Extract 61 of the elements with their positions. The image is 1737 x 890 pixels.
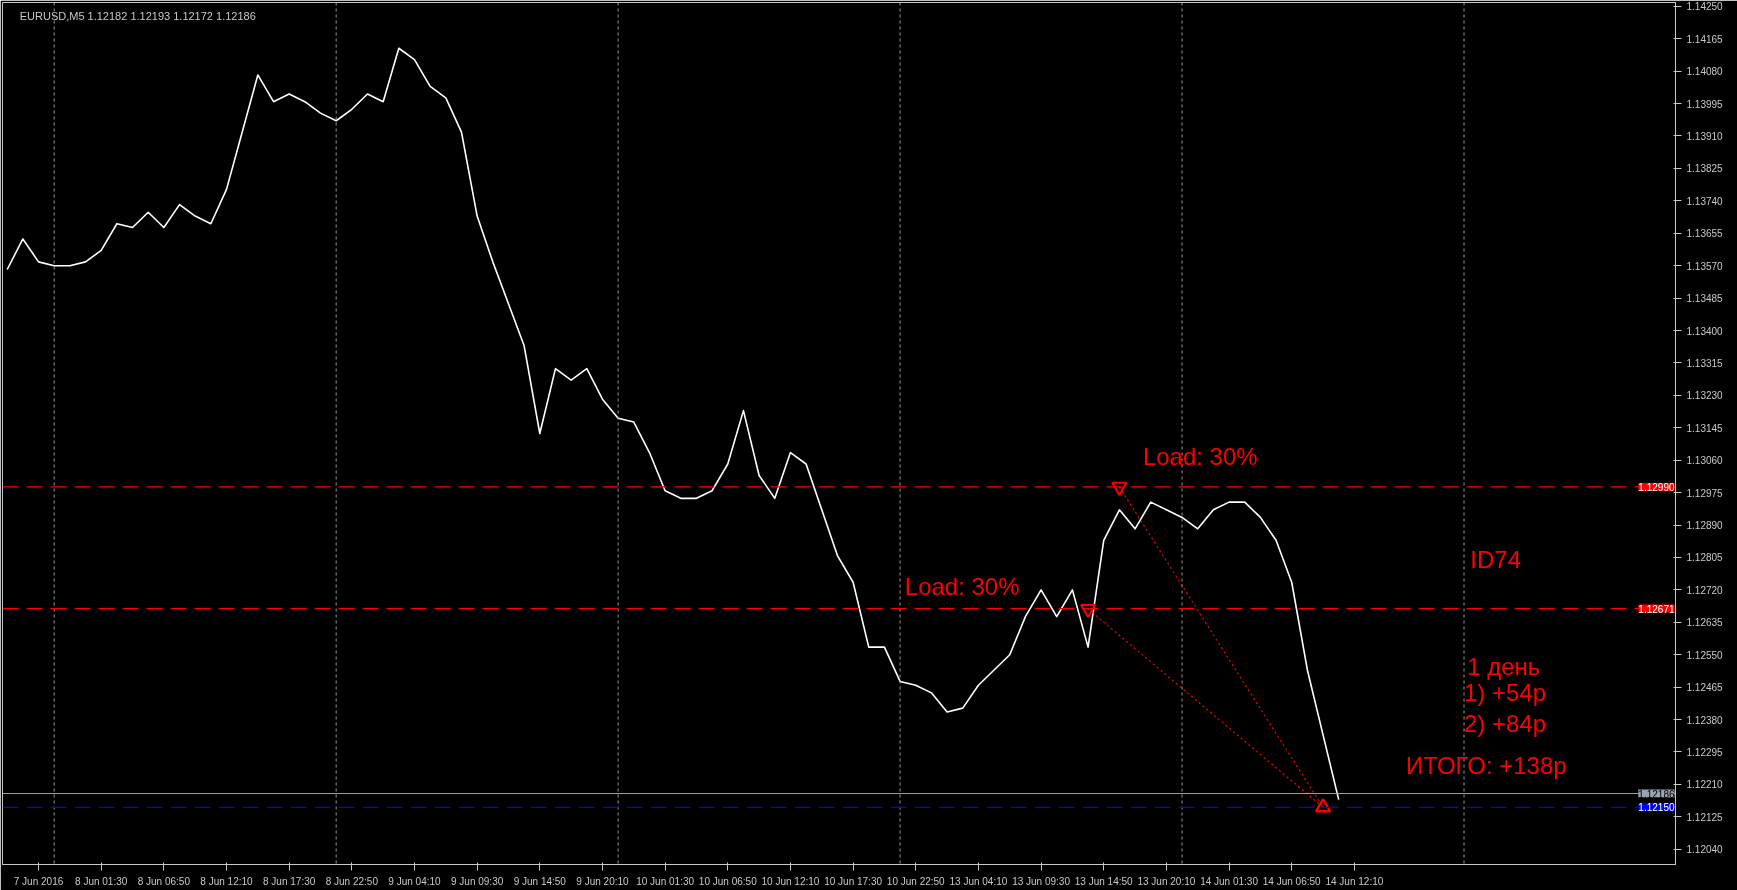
annotation: 1 день bbox=[1467, 652, 1541, 680]
x-tick-label: 8 Jun 22:50 bbox=[325, 875, 379, 887]
y-tick-label: 1.12890 bbox=[1686, 520, 1724, 532]
x-tick-label: 13 Jun 09:30 bbox=[1012, 875, 1071, 887]
annotation: 1) +54р bbox=[1464, 679, 1547, 707]
x-tick-label: 13 Jun 14:50 bbox=[1074, 875, 1134, 887]
annotation: ИТОГО: +138р bbox=[1406, 751, 1567, 779]
x-tick-label: 14 Jun 12:10 bbox=[1325, 875, 1384, 887]
y-tick-label: 1.13995 bbox=[1686, 98, 1724, 110]
y-tick-label: 1.12975 bbox=[1686, 487, 1724, 499]
x-tick-label: 7 Jun 2016 bbox=[13, 875, 64, 887]
y-tick-label: 1.14165 bbox=[1686, 33, 1724, 45]
annotation: ID74 bbox=[1470, 545, 1521, 573]
x-tick-label: 8 Jun 12:10 bbox=[200, 875, 254, 887]
y-tick-label: 1.13315 bbox=[1686, 357, 1724, 369]
y-tick-label: 1.14080 bbox=[1686, 66, 1724, 78]
y-tick-label: 1.14250 bbox=[1686, 1, 1724, 13]
y-tick-label: 1.13485 bbox=[1686, 293, 1724, 305]
annotation: Load: 30% bbox=[1142, 442, 1258, 470]
y-tick-label: 1.13400 bbox=[1686, 325, 1724, 337]
y-tick-label: 1.13825 bbox=[1686, 163, 1724, 175]
annotation: Load: 30% bbox=[904, 572, 1020, 600]
x-tick-label: 10 Jun 17:30 bbox=[824, 875, 883, 887]
y-tick-label: 1.12380 bbox=[1686, 714, 1724, 726]
y-tick-label: 1.13570 bbox=[1686, 260, 1724, 272]
y-tick-label: 1.13655 bbox=[1686, 228, 1724, 240]
x-tick-label: 14 Jun 01:30 bbox=[1200, 875, 1259, 887]
x-tick-label: 13 Jun 04:10 bbox=[949, 875, 1008, 887]
ref-line-label: 1.12990 bbox=[1638, 481, 1675, 493]
annotation: EURUSD,M5 1.12182 1.12193 1.12172 1.12186 bbox=[19, 9, 256, 22]
y-tick-label: 1.12040 bbox=[1686, 844, 1724, 856]
y-tick-label: 1.13230 bbox=[1686, 390, 1724, 402]
x-tick-label: 10 Jun 06:50 bbox=[698, 875, 758, 887]
annotation: 2) +84р bbox=[1464, 709, 1547, 737]
x-tick-label: 13 Jun 20:10 bbox=[1137, 875, 1196, 887]
y-tick-label: 1.13060 bbox=[1686, 455, 1724, 467]
x-tick-label: 10 Jun 22:50 bbox=[886, 875, 946, 887]
x-tick-label: 10 Jun 12:10 bbox=[761, 875, 820, 887]
y-tick-label: 1.12805 bbox=[1686, 552, 1724, 564]
y-tick-label: 1.13740 bbox=[1686, 195, 1724, 207]
x-tick-label: 9 Jun 04:10 bbox=[388, 875, 442, 887]
y-tick-label: 1.12720 bbox=[1686, 584, 1724, 596]
x-tick-label: 8 Jun 01:30 bbox=[75, 875, 128, 887]
x-tick-label: 9 Jun 20:10 bbox=[576, 875, 630, 887]
x-tick-label: 8 Jun 17:30 bbox=[263, 875, 316, 887]
x-tick-label: 8 Jun 06:50 bbox=[137, 875, 191, 887]
x-tick-label: 9 Jun 09:30 bbox=[451, 875, 504, 887]
y-tick-label: 1.13145 bbox=[1686, 422, 1724, 434]
y-tick-label: 1.12550 bbox=[1686, 649, 1724, 661]
y-tick-label: 1.12125 bbox=[1686, 811, 1724, 823]
y-tick-label: 1.12210 bbox=[1686, 779, 1724, 791]
y-tick-label: 1.12465 bbox=[1686, 682, 1724, 694]
ref-line-label: 1.12150 bbox=[1638, 802, 1675, 814]
x-tick-label: 9 Jun 14:50 bbox=[513, 875, 567, 887]
x-tick-label: 14 Jun 06:50 bbox=[1262, 875, 1322, 887]
ref-line-label: 1.12186 bbox=[1638, 788, 1675, 800]
y-tick-label: 1.12295 bbox=[1686, 746, 1724, 758]
x-tick-label: 10 Jun 01:30 bbox=[636, 875, 695, 887]
y-tick-label: 1.12635 bbox=[1686, 617, 1724, 629]
y-tick-label: 1.13910 bbox=[1686, 131, 1724, 142]
ref-line-label: 1.12671 bbox=[1638, 603, 1675, 615]
